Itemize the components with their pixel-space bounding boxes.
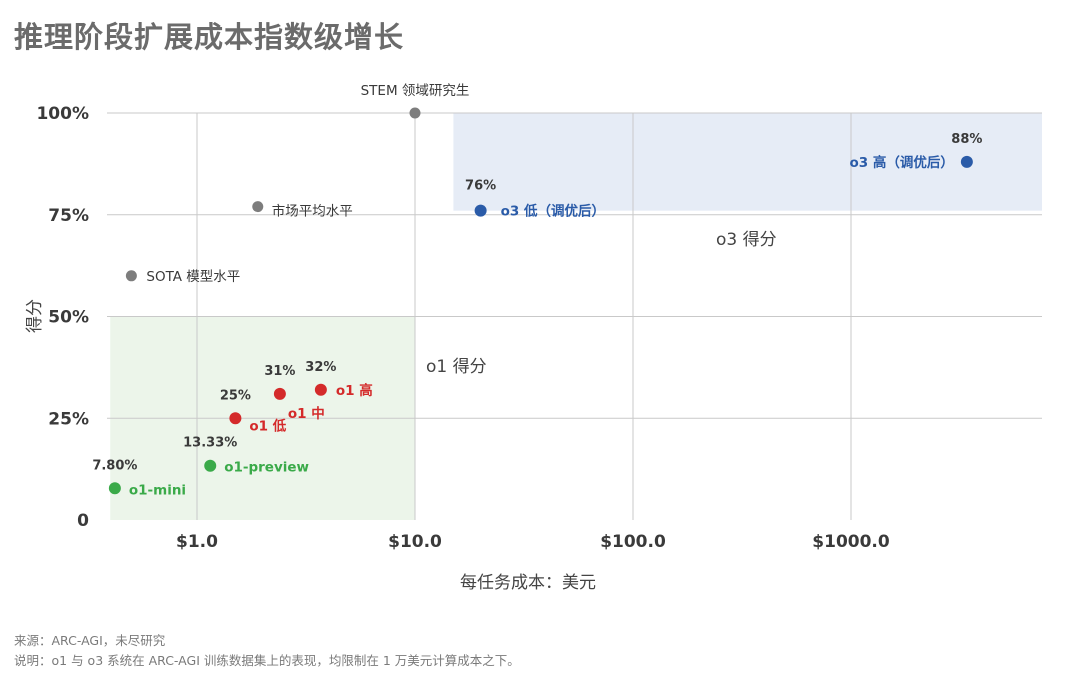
data-point xyxy=(204,459,217,472)
value-label: 88% xyxy=(951,132,982,147)
value-label: 25% xyxy=(220,388,251,403)
data-point xyxy=(252,201,264,213)
x-tick-label: $1000.0 xyxy=(812,532,890,552)
value-label: 7.80% xyxy=(92,458,137,473)
data-point xyxy=(409,107,421,119)
x-axis-title: 每任务成本：美元 xyxy=(460,573,596,593)
data-point xyxy=(273,387,286,400)
x-tick-label: $1.0 xyxy=(176,532,218,552)
y-tick-label: 0 xyxy=(77,511,89,531)
point-label: o3 低（调优后） xyxy=(501,203,605,220)
data-point xyxy=(960,155,973,168)
footer-source: 来源：ARC-AGI，未尽研究 xyxy=(14,633,166,648)
point-label: o1 低 xyxy=(249,417,286,434)
data-point xyxy=(474,204,487,217)
data-point xyxy=(314,383,327,396)
data-point xyxy=(229,412,242,425)
x-tick-label: $100.0 xyxy=(600,532,666,552)
value-label: 13.33% xyxy=(183,436,237,451)
point-label: o1-preview xyxy=(224,460,309,476)
y-tick-label: 50% xyxy=(48,308,89,328)
chart-title: 推理阶段扩展成本指数级增长 xyxy=(14,20,405,54)
footer-note: 说明：o1 与 o3 系统在 ARC-AGI 训练数据集上的表现，均限制在 1 … xyxy=(14,653,520,668)
point-label: o1-mini xyxy=(129,482,186,498)
value-label: 31% xyxy=(264,364,295,379)
value-label: 76% xyxy=(465,179,496,194)
point-label: o1 高 xyxy=(336,382,373,399)
y-axis-title: 得分 xyxy=(25,299,45,333)
point-label: 市场平均水平 xyxy=(272,203,353,220)
region-label-o1: o1 得分 xyxy=(426,357,487,377)
point-label: SOTA 模型水平 xyxy=(146,269,240,285)
value-label: 32% xyxy=(305,360,336,375)
data-point xyxy=(108,482,121,495)
y-tick-label: 100% xyxy=(36,104,89,124)
y-tick-label: 25% xyxy=(48,409,89,429)
y-tick-label: 75% xyxy=(48,206,89,226)
data-point xyxy=(125,270,137,282)
x-tick-label: $10.0 xyxy=(388,532,442,552)
point-label: o3 高（调优后） xyxy=(849,154,953,171)
region-1 xyxy=(453,113,1042,211)
point-label: o1 中 xyxy=(288,405,325,422)
point-label: STEM 领域研究生 xyxy=(361,83,470,99)
region-label-o3: o3 得分 xyxy=(716,230,777,250)
